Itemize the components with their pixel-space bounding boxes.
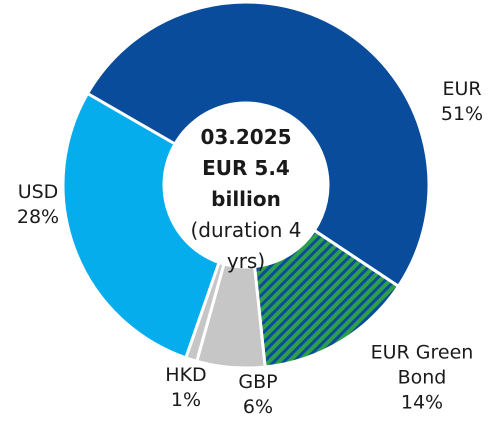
value-label: 6% <box>242 396 274 418</box>
value-label: 1% <box>170 389 202 411</box>
category-label: GBP <box>238 371 278 393</box>
donut-segment <box>61 91 221 360</box>
category-label: EUR Green Bond <box>370 341 474 389</box>
category-label: USD <box>17 181 59 203</box>
value-label: 14% <box>400 391 444 414</box>
center-text: 03.2025 EUR 5.4 billion (duration 4 yrs) <box>166 122 326 277</box>
value-label: 51% <box>440 103 484 125</box>
category-label: EUR <box>442 78 482 100</box>
donut-segment <box>85 0 431 289</box>
segment-label: GBP 6% <box>228 370 288 420</box>
segment-label: USD 28% <box>8 180 68 230</box>
donut-segment <box>252 228 401 369</box>
center-duration: (duration 4 yrs) <box>190 218 302 273</box>
center-date: 03.2025 <box>200 125 292 149</box>
segment-label: EUR 51% <box>432 77 492 127</box>
center-total: EUR 5.4 billion <box>202 156 290 211</box>
segment-label: EUR Green Bond 14% <box>362 341 482 416</box>
category-label: HKD <box>165 364 207 386</box>
segment-label: HKD 1% <box>156 363 216 413</box>
value-label: 28% <box>16 206 60 228</box>
